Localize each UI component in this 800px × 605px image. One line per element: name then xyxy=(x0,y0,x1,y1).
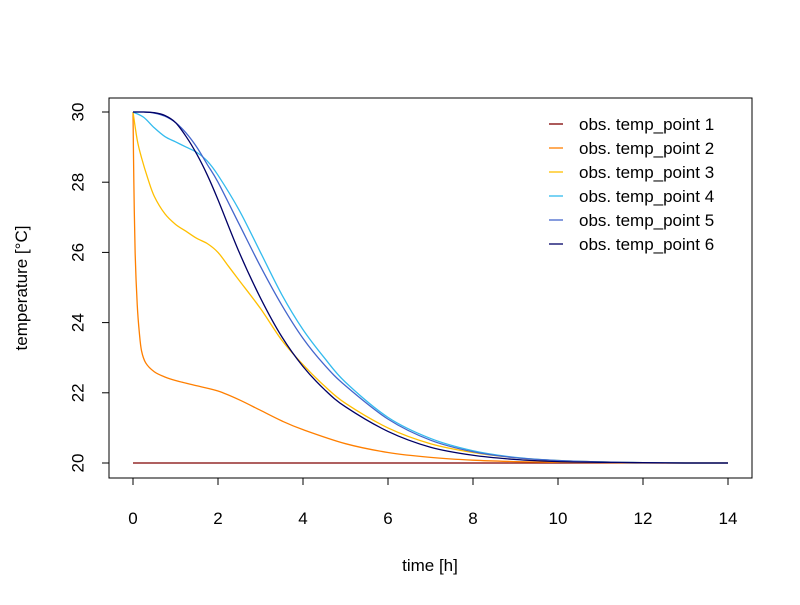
x-tick-label: 4 xyxy=(298,509,307,528)
legend-label: obs. temp_point 6 xyxy=(579,235,714,254)
series-line-6 xyxy=(133,111,728,464)
y-tick-label: 22 xyxy=(68,383,87,402)
x-tick-label: 6 xyxy=(383,509,392,528)
legend-label: obs. temp_point 2 xyxy=(579,139,714,158)
legend-label: obs. temp_point 5 xyxy=(579,211,714,230)
y-tick-label: 28 xyxy=(68,173,87,192)
x-tick-label: 2 xyxy=(213,509,222,528)
y-axis-label: temperature [°C] xyxy=(12,226,31,351)
series-line-2 xyxy=(132,111,728,464)
x-tick-label: 14 xyxy=(719,509,738,528)
x-axis-label: time [h] xyxy=(402,556,458,575)
x-axis: 0 2 4 6 8 10 12 14 xyxy=(128,477,738,528)
legend-label: obs. temp_point 1 xyxy=(579,115,714,134)
y-axis: 20 22 24 26 28 30 xyxy=(68,103,110,473)
x-tick-label: 10 xyxy=(549,509,568,528)
x-tick-label: 8 xyxy=(468,509,477,528)
x-tick-label: 12 xyxy=(634,509,653,528)
x-tick-label: 0 xyxy=(128,509,137,528)
y-tick-label: 20 xyxy=(68,454,87,473)
y-tick-label: 30 xyxy=(68,103,87,122)
y-tick-label: 26 xyxy=(68,243,87,262)
legend: obs. temp_point 1 obs. temp_point 2 obs. t… xyxy=(549,115,714,254)
legend-label: obs. temp_point 3 xyxy=(579,163,714,182)
legend-label: obs. temp_point 4 xyxy=(579,187,714,206)
y-tick-label: 24 xyxy=(68,313,87,332)
series-layer xyxy=(132,111,728,464)
